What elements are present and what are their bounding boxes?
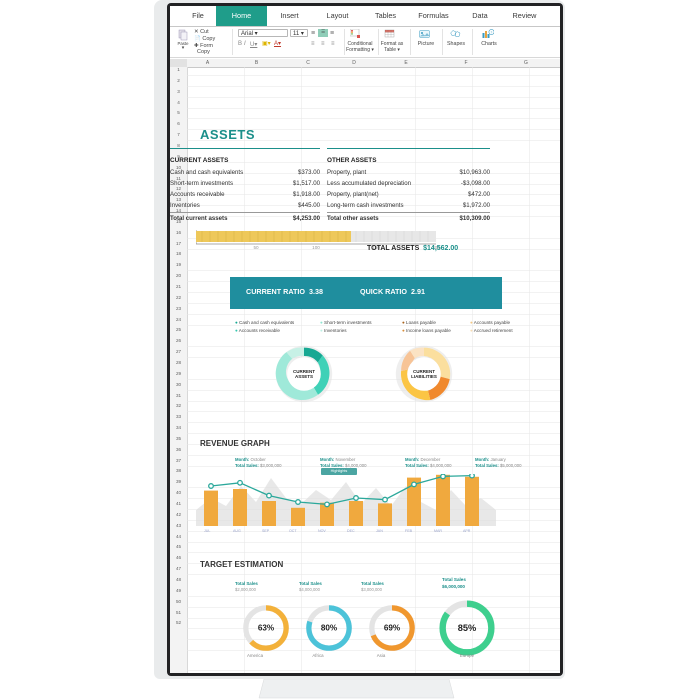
svg-text:85%: 85%: [458, 623, 477, 633]
svg-text:100: 100: [312, 245, 320, 250]
svg-text:69%: 69%: [384, 623, 401, 632]
svg-text:50: 50: [253, 245, 259, 250]
svg-text:ASSETS: ASSETS: [295, 374, 313, 379]
svg-text:63%: 63%: [258, 623, 275, 632]
svg-text:?: ?: [491, 30, 493, 34]
svg-text:CURRENT: CURRENT: [293, 369, 315, 374]
svg-text:CURRENT: CURRENT: [413, 369, 435, 374]
svg-text:LIABILITIES: LIABILITIES: [411, 374, 437, 379]
svg-text:80%: 80%: [321, 623, 338, 632]
